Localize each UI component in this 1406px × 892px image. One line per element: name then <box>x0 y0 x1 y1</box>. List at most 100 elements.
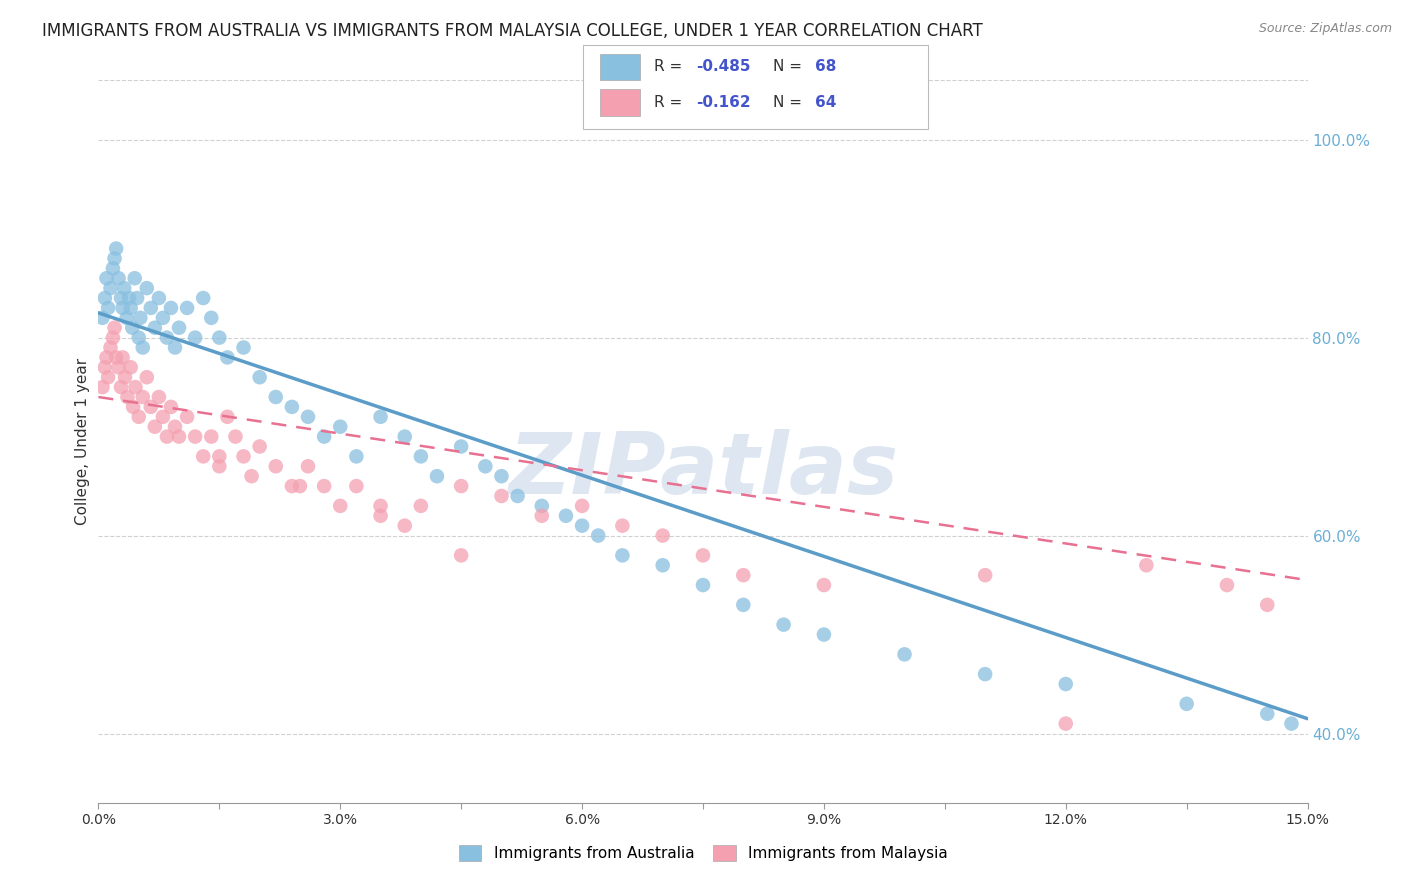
Point <box>148 390 170 404</box>
Text: ZIPatlas: ZIPatlas <box>508 429 898 512</box>
Point <box>135 370 157 384</box>
Point <box>232 450 254 464</box>
Point <box>94 360 117 375</box>
Text: R =: R = <box>654 60 688 74</box>
Point <box>232 341 254 355</box>
Point <box>450 479 472 493</box>
Point <box>167 429 190 443</box>
Point <box>105 242 128 256</box>
Point <box>152 409 174 424</box>
Point <box>156 330 179 344</box>
Point <box>132 390 155 404</box>
Point <box>97 370 120 384</box>
Point <box>117 390 139 404</box>
Point <box>224 429 246 443</box>
Point <box>1054 716 1077 731</box>
Point <box>148 291 170 305</box>
Point <box>772 617 794 632</box>
Point <box>115 310 138 325</box>
Point <box>1054 677 1077 691</box>
Point <box>288 479 311 493</box>
Point <box>281 479 304 493</box>
Point <box>101 330 124 344</box>
Point <box>110 291 132 305</box>
Point <box>121 320 143 334</box>
Point <box>217 351 239 365</box>
Text: -0.162: -0.162 <box>696 95 751 110</box>
Point <box>176 409 198 424</box>
Point <box>370 499 392 513</box>
Point <box>208 450 231 464</box>
Point <box>281 400 304 414</box>
Text: N =: N = <box>773 95 807 110</box>
Point <box>733 598 755 612</box>
Text: Source: ZipAtlas.com: Source: ZipAtlas.com <box>1258 22 1392 36</box>
Point <box>200 310 222 325</box>
Point <box>474 459 496 474</box>
Point <box>208 459 231 474</box>
Point <box>450 549 472 563</box>
Point <box>264 459 287 474</box>
Point <box>91 310 114 325</box>
Point <box>160 301 183 315</box>
Point <box>128 330 150 344</box>
Point <box>555 508 578 523</box>
Point <box>409 450 432 464</box>
Point <box>122 400 145 414</box>
Point <box>264 390 287 404</box>
Point <box>208 330 231 344</box>
Point <box>530 499 553 513</box>
Point <box>193 291 215 305</box>
Text: 68: 68 <box>815 60 837 74</box>
Point <box>370 409 392 424</box>
Point <box>124 380 146 394</box>
Point <box>651 528 673 542</box>
Point <box>974 667 997 681</box>
Point <box>297 409 319 424</box>
Text: 64: 64 <box>815 95 837 110</box>
Point <box>329 499 352 513</box>
Point <box>103 320 125 334</box>
Point <box>139 301 162 315</box>
Y-axis label: College, Under 1 year: College, Under 1 year <box>75 358 90 525</box>
Point <box>733 568 755 582</box>
Point <box>128 409 150 424</box>
Point <box>394 429 416 443</box>
Point <box>105 351 128 365</box>
Point <box>163 419 186 434</box>
Point <box>107 360 129 375</box>
Point <box>571 518 593 533</box>
Point <box>394 518 416 533</box>
Point <box>111 351 134 365</box>
Point <box>491 469 513 483</box>
Point <box>152 310 174 325</box>
Point <box>111 301 134 315</box>
Point <box>112 281 135 295</box>
Point <box>96 271 118 285</box>
Text: IMMIGRANTS FROM AUSTRALIA VS IMMIGRANTS FROM MALAYSIA COLLEGE, UNDER 1 YEAR CORR: IMMIGRANTS FROM AUSTRALIA VS IMMIGRANTS … <box>42 22 983 40</box>
Point <box>651 558 673 573</box>
Point <box>193 450 215 464</box>
Point <box>118 291 141 305</box>
Point <box>491 489 513 503</box>
Point <box>167 320 190 334</box>
Point <box>135 281 157 295</box>
Point <box>344 479 367 493</box>
Point <box>692 549 714 563</box>
Point <box>139 400 162 414</box>
Point <box>240 469 263 483</box>
Point <box>1175 697 1198 711</box>
Point <box>100 281 122 295</box>
Point <box>120 360 142 375</box>
Text: N =: N = <box>773 60 807 74</box>
Point <box>200 429 222 443</box>
Point <box>143 419 166 434</box>
Point <box>107 271 129 285</box>
Point <box>249 370 271 384</box>
Point <box>143 320 166 334</box>
Text: R =: R = <box>654 95 688 110</box>
Point <box>426 469 449 483</box>
Point <box>450 440 472 454</box>
Point <box>612 518 634 533</box>
Point <box>692 578 714 592</box>
